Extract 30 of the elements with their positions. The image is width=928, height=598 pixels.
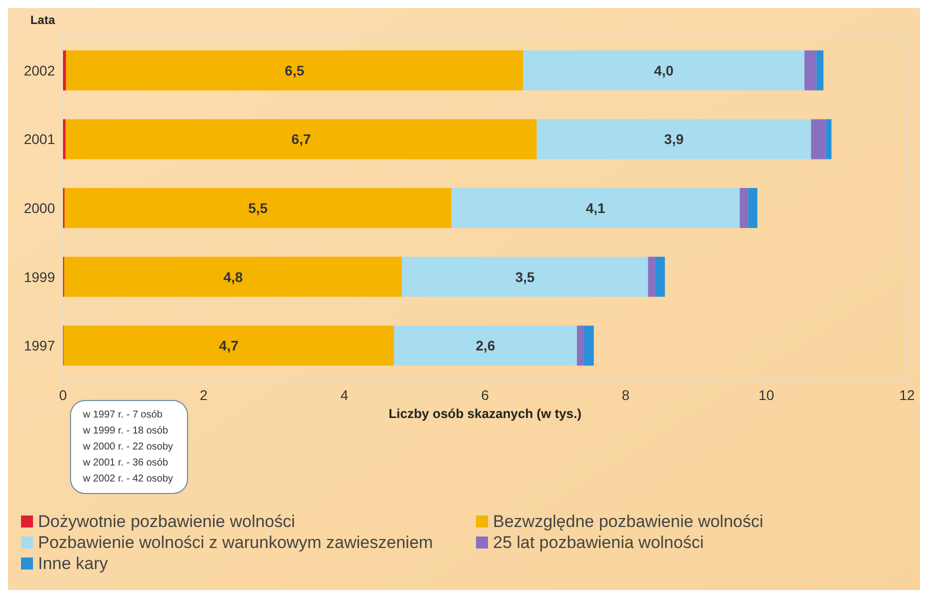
data-label: 5,5: [248, 200, 268, 216]
x-tick-label: 10: [758, 387, 774, 403]
data-label: 3,9: [664, 131, 684, 148]
x-axis-title: Liczby osób skazanych (w tys.): [388, 406, 582, 421]
data-label: 4,1: [586, 200, 606, 216]
legend-label: Inne kary: [38, 554, 108, 573]
y-tick-label: 1999: [24, 268, 56, 285]
data-label: 4,7: [219, 338, 239, 354]
x-tick-label: 12: [899, 387, 915, 403]
y-tick-label: 2002: [24, 62, 56, 78]
data-label: 4,8: [223, 268, 244, 285]
data-label: 6,5: [284, 62, 304, 78]
y-tick-label: 2000: [24, 200, 56, 216]
data-label: 4,0: [654, 62, 674, 78]
data-label: 6,7: [291, 131, 312, 148]
y-tick-label: 2001: [24, 131, 56, 148]
y-axis-title: Lata: [30, 13, 56, 27]
legend-label: Bezwzględne pozbawienie wolności: [493, 512, 764, 531]
x-tick-label: 2: [200, 387, 208, 403]
data-label: 3,5: [515, 268, 535, 285]
x-tick-label: 8: [622, 387, 630, 403]
text: w 1997 r. - 7 osób w 1999 r. - 18 osób w 2000 r. - 22 osoby w 2001 r. - 36 osób w 2002 r. - 42 osoby: [82, 410, 174, 484]
legend-label: Dożywotnie pozbawienie wolności: [38, 512, 296, 531]
y-tick-label: 1997: [24, 338, 56, 354]
x-tick-label: 6: [481, 387, 490, 403]
data-label: 2,6: [476, 338, 496, 354]
x-tick-label: 0: [59, 387, 68, 403]
legend-label: 25 lat pozbawienia wolności: [493, 533, 704, 552]
legend-label: Pozbawienie wolności z warunkowym zawieszeniem: [38, 533, 433, 552]
x-tick-label: 4: [340, 387, 348, 403]
